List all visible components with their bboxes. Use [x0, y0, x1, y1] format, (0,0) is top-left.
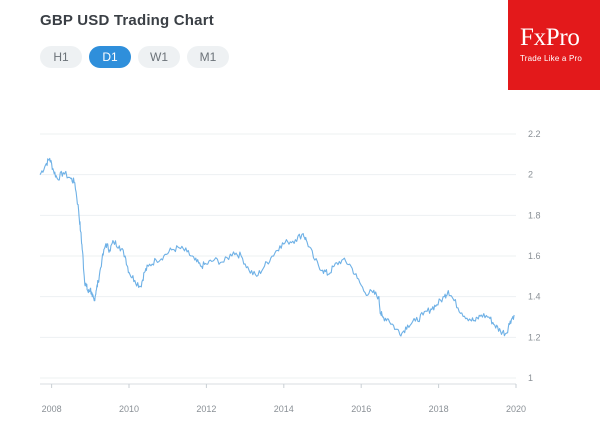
y-tick-label: 2.2 [528, 129, 541, 139]
logo-name: FxPro [520, 24, 580, 51]
tab-h1[interactable]: H1 [40, 46, 82, 68]
x-tick-label: 2018 [429, 404, 449, 414]
tab-m1[interactable]: M1 [187, 46, 229, 68]
y-tick-label: 1.6 [528, 251, 541, 261]
tab-d1[interactable]: D1 [89, 46, 131, 68]
tab-w1[interactable]: W1 [138, 46, 180, 68]
x-tick-label: 2014 [274, 404, 294, 414]
y-tick-label: 1 [528, 373, 533, 383]
logo-tagline: Trade Like a Pro [520, 54, 583, 63]
x-tick-label: 2020 [506, 404, 526, 414]
series-line [39, 157, 515, 337]
x-tick-label: 2010 [119, 404, 139, 414]
y-tick-label: 1.2 [528, 332, 541, 342]
x-tick-label: 2008 [42, 404, 62, 414]
y-tick-label: 1.4 [528, 292, 541, 302]
x-tick-label: 2016 [351, 404, 371, 414]
x-tick-label: 2012 [196, 404, 216, 414]
chart-title: GBP USD Trading Chart [40, 12, 214, 29]
fxpro-logo[interactable]: FxPro Trade Like a Pro [508, 0, 600, 90]
y-tick-label: 2 [528, 170, 533, 180]
timeframe-tabs: H1 D1 W1 M1 [40, 46, 229, 68]
y-tick-label: 1.8 [528, 210, 541, 220]
